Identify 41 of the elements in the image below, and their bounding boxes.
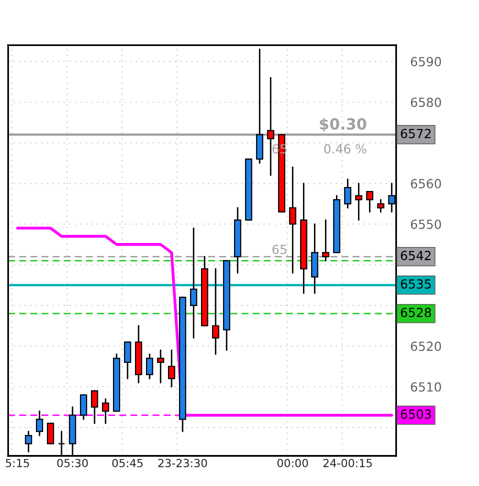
candlestick bbox=[24, 430, 32, 452]
x-tick-label: 24-00:15 bbox=[323, 458, 372, 468]
candlestick bbox=[355, 182, 362, 221]
candlestick bbox=[36, 410, 44, 436]
candlestick bbox=[377, 199, 384, 213]
y-tick-label: 6520 bbox=[410, 342, 442, 352]
candlestick bbox=[366, 190, 374, 213]
annotation: 0.46 % bbox=[324, 144, 366, 154]
ref-line-label: 6572 bbox=[400, 128, 431, 138]
ref-line-label: 6528 bbox=[400, 308, 431, 318]
annotation: 65 bbox=[272, 144, 286, 154]
ref-line-label: 6542 bbox=[400, 250, 431, 260]
candlestick bbox=[190, 227, 198, 339]
x-tick-label: 00:00 bbox=[277, 458, 308, 468]
candlestick bbox=[267, 77, 274, 176]
x-tick-label: 05:30 bbox=[57, 458, 88, 468]
y-tick-label: 6560 bbox=[410, 178, 442, 188]
x-tick-label: 23-23:30 bbox=[158, 458, 207, 468]
y-tick-label: 6510 bbox=[410, 382, 442, 392]
line-series bbox=[16, 226, 394, 417]
candlestick bbox=[46, 422, 54, 444]
y-tick-label: 6580 bbox=[410, 98, 442, 108]
annotation: 65 bbox=[272, 244, 286, 254]
candlestick bbox=[146, 354, 154, 380]
candlestick bbox=[168, 349, 176, 388]
candlestick bbox=[157, 349, 164, 384]
x-tick-label: 05:45 bbox=[112, 458, 143, 468]
candlestick bbox=[344, 178, 352, 209]
annotation: $0.30 bbox=[320, 118, 366, 132]
ref-line-label: 6535 bbox=[400, 279, 431, 289]
candlestick bbox=[80, 394, 88, 420]
candlestick bbox=[124, 341, 132, 380]
ref-line-label: 6503 bbox=[400, 409, 431, 419]
candlestick bbox=[212, 268, 220, 355]
y-tick-label: 6590 bbox=[410, 56, 442, 66]
y-tick-label: 6550 bbox=[410, 220, 442, 230]
candlestick bbox=[322, 219, 330, 262]
candlestick bbox=[289, 166, 296, 274]
x-tick-label: 5:15 bbox=[6, 458, 30, 468]
candlestick bbox=[90, 390, 98, 424]
candlestick bbox=[102, 398, 110, 424]
